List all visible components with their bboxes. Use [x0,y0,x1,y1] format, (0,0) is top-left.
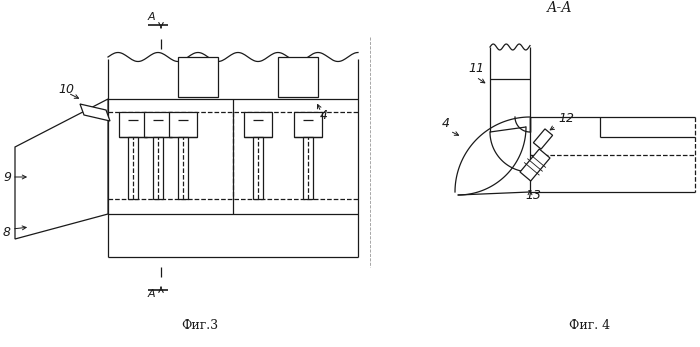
Bar [178,137,188,199]
Text: 8: 8 [3,226,11,238]
Bar [303,137,313,199]
Text: 12: 12 [558,112,574,125]
Text: 4: 4 [442,117,450,130]
Bar [278,57,318,97]
Text: А-А: А-А [547,1,573,15]
Text: 10: 10 [58,83,74,95]
Bar [153,137,163,199]
Text: 9: 9 [3,170,11,184]
Bar [178,57,218,97]
Text: 11: 11 [468,62,484,75]
Bar [169,112,197,137]
Text: А: А [148,12,155,22]
Polygon shape [520,149,550,181]
Bar [294,112,322,137]
Bar [128,137,138,199]
Polygon shape [533,129,552,149]
Bar [244,112,272,137]
Text: 13: 13 [525,189,541,202]
Bar [119,112,147,137]
Bar [253,137,263,199]
Polygon shape [15,99,108,239]
Text: 4: 4 [320,109,328,121]
Text: Фиг. 4: Фиг. 4 [569,319,610,332]
Bar [144,112,172,137]
Text: А: А [148,289,155,299]
Text: Фиг.3: Фиг.3 [181,319,218,332]
Polygon shape [80,104,110,121]
